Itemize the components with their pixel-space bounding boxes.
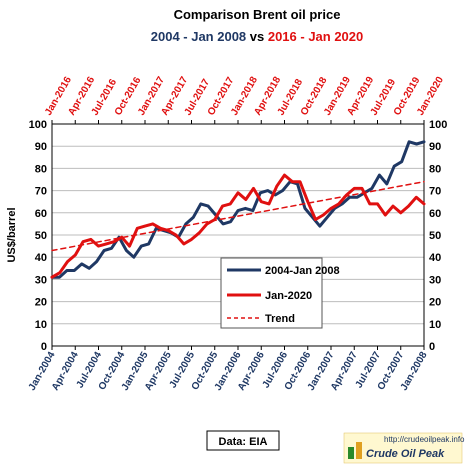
chart-title: Comparison Brent oil price bbox=[174, 7, 341, 22]
legend: 2004-Jan 2008 Jan-2020 Trend bbox=[220, 257, 340, 329]
y-tick-label-left: 100 bbox=[29, 119, 47, 131]
y-tick-label-right: 40 bbox=[429, 252, 441, 264]
y-tick-label-right: 70 bbox=[429, 186, 441, 198]
series-line-blue bbox=[50, 140, 426, 279]
y-tick-label-right: 90 bbox=[429, 141, 441, 153]
series-layer bbox=[50, 140, 426, 279]
legend-label-blue: 2004-Jan 2008 bbox=[265, 265, 340, 277]
logo-background bbox=[343, 432, 463, 464]
y-tick-label-left: 10 bbox=[35, 319, 47, 331]
logo: http://crudeoilpeak.info Crude Oil Peak bbox=[343, 432, 465, 464]
y-axis-right: 0 10 20 30 40 50 60 70 80 90 100 bbox=[429, 119, 447, 353]
y-tick-label-right: 100 bbox=[429, 119, 447, 131]
y-tick-label-left: 50 bbox=[35, 230, 47, 242]
y-tick-label-left: 90 bbox=[35, 141, 47, 153]
subtitle-blue: 2004 - Jan 2008 bbox=[151, 29, 246, 44]
y-tick-label-left: 20 bbox=[35, 297, 47, 309]
legend-label-trend: Trend bbox=[265, 313, 295, 325]
y-tick-label-left: 40 bbox=[35, 252, 47, 264]
logo-url: http://crudeoilpeak.info bbox=[384, 435, 465, 444]
y-tick-label-left: 30 bbox=[35, 274, 47, 286]
source-box: Data: EIA bbox=[206, 430, 280, 451]
logo-bar-2 bbox=[356, 442, 362, 459]
y-tick-label-right: 0 bbox=[429, 341, 435, 353]
y-axis-left: 0 10 20 30 40 50 60 70 80 90 100 bbox=[29, 119, 47, 353]
subtitle-vs: vs bbox=[246, 29, 268, 44]
logo-name: Crude Oil Peak bbox=[366, 448, 445, 460]
y-tick-label-right: 30 bbox=[429, 274, 441, 286]
y-tick-label-left: 70 bbox=[35, 186, 47, 198]
y-tick-label-right: 60 bbox=[429, 208, 441, 220]
series-line-red bbox=[50, 173, 426, 279]
y-axis-label: US$/barrel bbox=[6, 207, 18, 262]
subtitle-red: 2016 - Jan 2020 bbox=[268, 29, 363, 44]
y-tick-label-right: 10 bbox=[429, 319, 441, 331]
y-tick-label-left: 80 bbox=[35, 163, 47, 175]
legend-label-red: Jan-2020 bbox=[265, 290, 312, 302]
source-label: Data: EIA bbox=[219, 436, 268, 448]
x-axis-bottom: Jan-2004Apr-2004Jul-2004Oct-2004Jan-2005… bbox=[27, 346, 430, 393]
source-frame bbox=[206, 430, 280, 451]
y-tick-label-right: 80 bbox=[429, 163, 441, 175]
chart-subtitle: 2004 - Jan 2008 vs 2016 - Jan 2020 bbox=[151, 29, 364, 44]
logo-bar-1 bbox=[348, 447, 354, 459]
y-tick-label-left: 60 bbox=[35, 208, 47, 220]
y-tick-label-right: 50 bbox=[429, 230, 441, 242]
series-line-trend bbox=[51, 180, 425, 252]
y-tick-label-right: 20 bbox=[429, 297, 441, 309]
y-tick-label-left: 0 bbox=[41, 341, 47, 353]
x-axis-top: Jan-2016Apr-2016Jul-2016Oct-2016Jan-2017… bbox=[43, 75, 446, 124]
